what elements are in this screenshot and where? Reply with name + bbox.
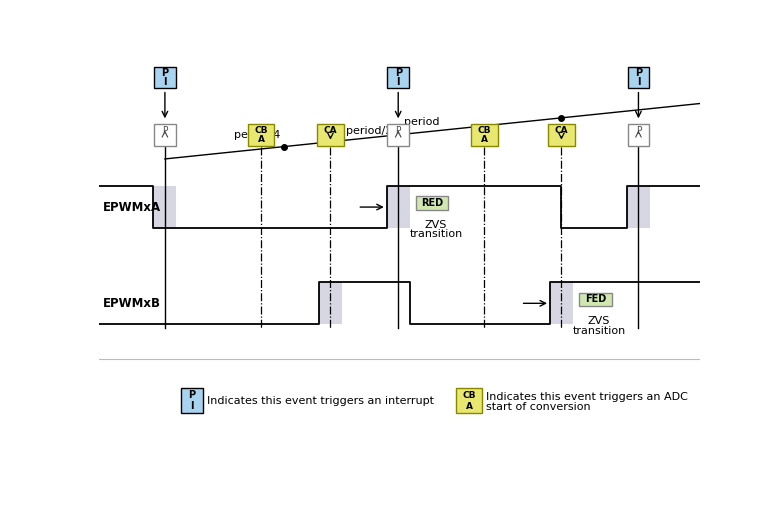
Bar bbox=[471, 124, 498, 146]
Text: FED: FED bbox=[585, 295, 606, 304]
Bar bbox=[580, 293, 612, 307]
Bar bbox=[181, 389, 203, 413]
Bar bbox=[548, 124, 575, 146]
Text: Indicates this event triggers an ADC: Indicates this event triggers an ADC bbox=[486, 392, 688, 402]
Bar bbox=[154, 67, 176, 88]
Text: CB: CB bbox=[254, 126, 268, 135]
Text: ZVS: ZVS bbox=[588, 316, 611, 327]
Bar bbox=[248, 124, 275, 146]
Text: period/2: period/2 bbox=[346, 125, 392, 136]
Text: P: P bbox=[188, 390, 196, 400]
Text: P: P bbox=[161, 68, 168, 77]
Bar bbox=[387, 186, 410, 228]
Text: start of conversion: start of conversion bbox=[486, 402, 590, 412]
Text: I: I bbox=[163, 77, 167, 87]
Bar bbox=[388, 124, 409, 146]
Text: I: I bbox=[636, 77, 640, 87]
Text: P: P bbox=[636, 126, 641, 135]
Text: period/4: period/4 bbox=[234, 131, 280, 140]
Text: transition: transition bbox=[410, 230, 463, 239]
Text: P: P bbox=[162, 126, 168, 135]
Bar bbox=[416, 196, 448, 210]
Text: A: A bbox=[257, 135, 264, 144]
Bar bbox=[154, 186, 176, 228]
Text: EPWMxA: EPWMxA bbox=[103, 201, 161, 214]
Text: transition: transition bbox=[573, 326, 626, 335]
Text: CB: CB bbox=[477, 126, 491, 135]
Text: RED: RED bbox=[421, 198, 443, 208]
Text: P: P bbox=[635, 68, 642, 77]
Text: A: A bbox=[481, 135, 488, 144]
Text: A: A bbox=[466, 401, 473, 411]
Text: ZVS: ZVS bbox=[425, 220, 447, 230]
Text: I: I bbox=[396, 77, 400, 87]
Bar bbox=[628, 67, 649, 88]
Text: I: I bbox=[190, 401, 193, 411]
Text: EPWMxB: EPWMxB bbox=[103, 297, 161, 310]
Bar bbox=[388, 67, 409, 88]
Bar bbox=[627, 186, 650, 228]
Text: period: period bbox=[404, 117, 440, 127]
Bar bbox=[628, 124, 649, 146]
Bar bbox=[456, 389, 482, 413]
Text: CA: CA bbox=[324, 126, 337, 135]
Text: Indicates this event triggers an interrupt: Indicates this event triggers an interru… bbox=[207, 396, 434, 406]
Text: CA: CA bbox=[555, 126, 569, 135]
Bar bbox=[317, 124, 343, 146]
Text: P: P bbox=[395, 68, 402, 77]
Text: CB: CB bbox=[463, 391, 476, 400]
Bar bbox=[154, 124, 176, 146]
Bar bbox=[319, 282, 342, 325]
Text: P: P bbox=[395, 126, 401, 135]
Bar bbox=[550, 282, 573, 325]
